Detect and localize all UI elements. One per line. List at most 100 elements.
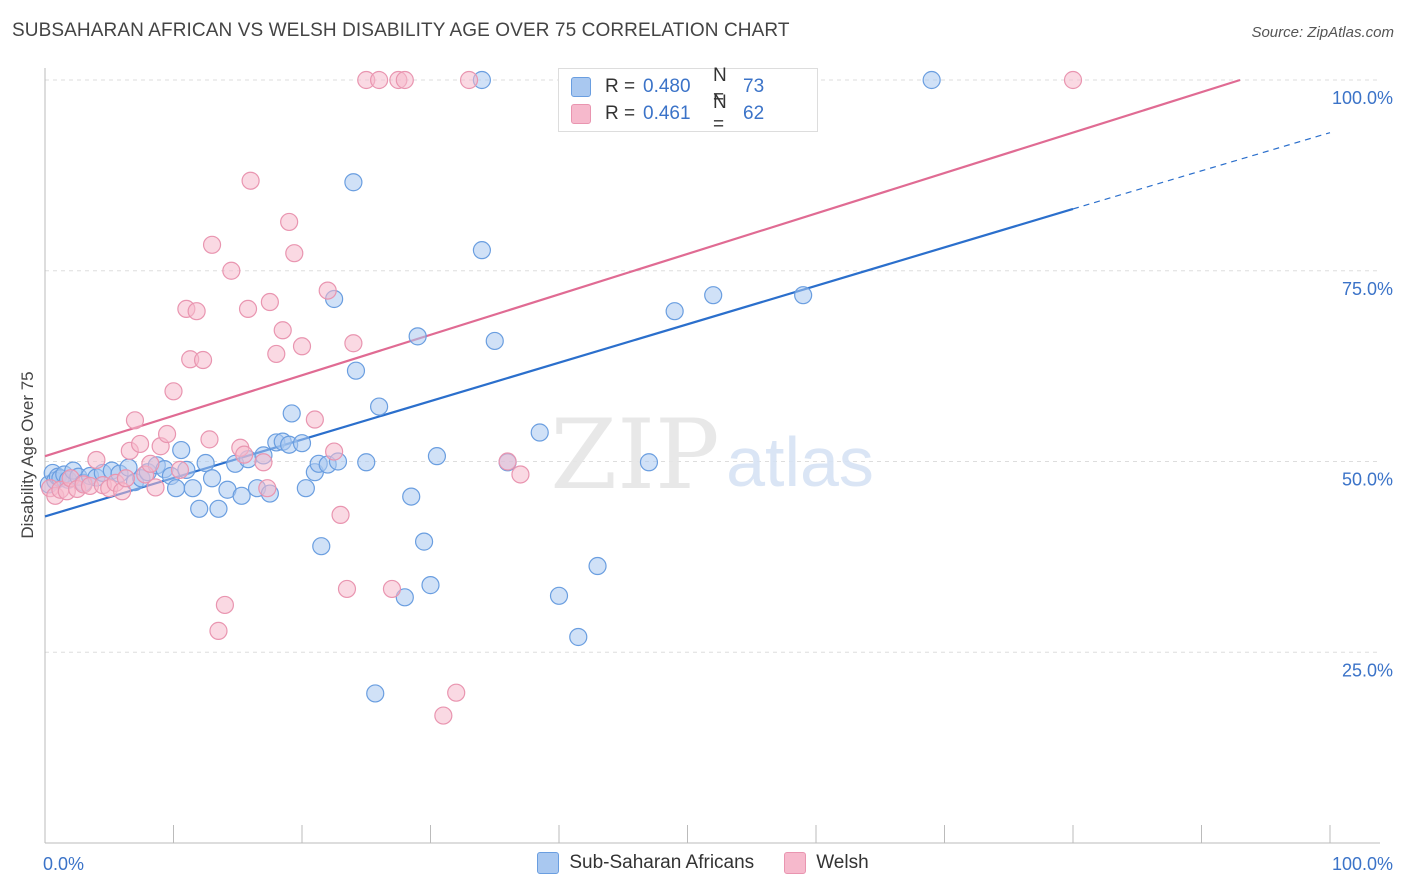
point-welsh	[241, 171, 260, 190]
trend-line-subsaharan-extension	[1072, 132, 1331, 210]
legend-n-value: 62	[743, 103, 765, 124]
point-subsaharan	[196, 453, 215, 473]
point-subsaharan	[183, 479, 202, 498]
legend-r-value: 0.461	[643, 103, 691, 124]
point-subsaharan	[166, 479, 186, 498]
point-subsaharan	[421, 576, 440, 595]
point-subsaharan	[357, 453, 376, 472]
point-welsh	[325, 442, 344, 461]
point-welsh	[344, 334, 363, 353]
point-subsaharan	[209, 499, 228, 518]
point-welsh	[209, 621, 228, 640]
data-points	[39, 70, 1083, 725]
point-subsaharan	[292, 434, 312, 453]
point-subsaharan	[639, 453, 659, 472]
watermark: ZIP atlas	[550, 399, 874, 511]
x-tick-label: 100.0%	[1332, 854, 1393, 874]
point-subsaharan	[172, 440, 191, 460]
point-welsh	[202, 235, 222, 254]
point-subsaharan	[414, 532, 434, 551]
point-welsh	[305, 410, 324, 429]
point-welsh	[254, 453, 273, 472]
legend-item-welsh[interactable]: Welsh	[784, 852, 869, 874]
point-welsh	[157, 424, 177, 444]
point-welsh	[146, 478, 165, 497]
point-welsh	[459, 70, 479, 90]
point-subsaharan	[922, 70, 941, 90]
point-welsh	[318, 281, 337, 300]
legend-r-label: R =	[605, 76, 636, 97]
trend-line-welsh	[44, 78, 1241, 458]
point-welsh	[222, 261, 241, 280]
point-subsaharan	[395, 588, 414, 607]
point-welsh	[164, 382, 183, 401]
legend-r-value: 0.480	[643, 76, 691, 97]
point-subsaharan	[549, 586, 569, 605]
point-welsh	[238, 299, 258, 318]
y-tick-label: 75.0%	[1342, 279, 1393, 299]
legend-swatch-blue	[571, 77, 591, 97]
point-subsaharan	[370, 397, 389, 416]
point-welsh	[267, 344, 286, 364]
point-welsh	[511, 465, 530, 484]
point-welsh	[141, 454, 160, 473]
chart-title: SUBSAHARAN AFRICAN VS WELSH DISABILITY A…	[12, 20, 790, 41]
point-welsh	[331, 505, 350, 525]
point-welsh	[215, 595, 234, 615]
point-subsaharan	[190, 499, 209, 518]
point-subsaharan	[232, 486, 251, 505]
point-welsh	[285, 244, 304, 263]
trend-lines	[44, 78, 1331, 518]
point-welsh	[273, 321, 292, 340]
point-subsaharan	[588, 556, 607, 576]
point-subsaharan	[665, 302, 684, 321]
legend-item-subsaharan[interactable]: Sub-Saharan Africans	[537, 852, 754, 874]
point-subsaharan	[402, 487, 421, 506]
point-welsh	[87, 450, 106, 470]
point-welsh	[292, 337, 312, 356]
point-welsh	[370, 70, 389, 90]
watermark-zip: ZIP	[550, 399, 719, 511]
point-welsh	[200, 430, 219, 449]
point-subsaharan	[408, 327, 427, 346]
legend-n-label: N =	[713, 65, 727, 108]
legend-r-label: R =	[605, 103, 636, 124]
point-subsaharan	[366, 684, 385, 703]
point-subsaharan	[569, 627, 588, 647]
point-subsaharan	[312, 537, 331, 556]
point-welsh	[258, 479, 277, 498]
point-subsaharan	[344, 173, 363, 192]
legend-swatch-pink	[571, 104, 591, 124]
grid-lines	[45, 79, 1380, 653]
point-welsh	[280, 212, 299, 232]
legend-row-welsh: R = 0.461 N = 62	[571, 92, 765, 135]
tick-labels: 25.0% 50.0% 75.0% 100.0% 0.0% 100.0%	[43, 88, 1393, 874]
y-tick-label: 50.0%	[1342, 470, 1393, 490]
legend-label-welsh: Welsh	[816, 852, 869, 873]
point-subsaharan	[704, 286, 723, 305]
point-welsh	[260, 292, 279, 312]
legend-n-label: N =	[713, 92, 727, 135]
point-welsh	[170, 460, 190, 479]
legend-label-subsaharan: Sub-Saharan Africans	[569, 852, 755, 873]
point-subsaharan	[472, 241, 491, 260]
point-welsh	[434, 706, 453, 725]
point-welsh	[498, 452, 517, 471]
point-subsaharan	[427, 447, 447, 466]
point-subsaharan	[530, 423, 549, 442]
point-subsaharan	[202, 469, 222, 488]
point-welsh	[125, 411, 145, 430]
point-welsh	[337, 579, 357, 599]
point-welsh	[447, 683, 466, 702]
legend-swatch-pink	[784, 852, 807, 874]
legend-n-value: 73	[743, 76, 765, 97]
trend-line-subsaharan	[44, 207, 1074, 518]
point-subsaharan	[282, 404, 301, 423]
point-subsaharan	[296, 479, 315, 498]
legend-row-subsaharan: R = 0.480 N = 73	[571, 65, 765, 108]
point-welsh	[395, 70, 414, 90]
y-axis-label: Disability Age Over 75	[18, 371, 37, 539]
point-subsaharan	[485, 331, 504, 351]
x-tick-label: 0.0%	[43, 854, 84, 874]
